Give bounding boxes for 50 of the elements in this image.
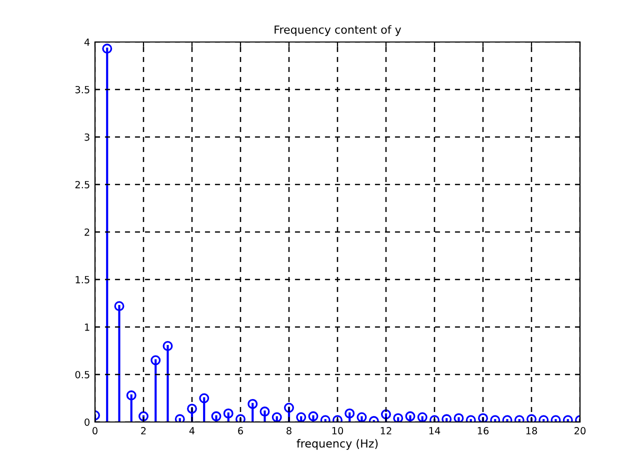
point: [187, 404, 197, 414]
point: [356, 412, 367, 422]
x-tick-label: 16: [478, 427, 489, 434]
x-tick-label: 10: [332, 427, 344, 434]
y-tick-label: 1.5: [76, 276, 90, 284]
y-tick-label: 2.5: [75, 180, 90, 188]
point: [114, 301, 124, 312]
point: [150, 355, 161, 366]
x-axis-title: frequency (Hz): [296, 439, 378, 450]
y-tick-label: 0: [84, 418, 90, 426]
chart-title: Frequency content of y: [274, 25, 402, 36]
point: [102, 44, 112, 54]
point: [417, 412, 428, 422]
point: [526, 414, 536, 422]
y-tick-label: 2: [84, 228, 90, 236]
y-tick-label: 1: [85, 324, 90, 331]
x-tick-label: 20: [574, 427, 586, 434]
point: [405, 411, 416, 422]
y-tick-label: 3.5: [75, 86, 90, 94]
y-tick-label: 0.5: [75, 370, 90, 378]
point: [454, 413, 464, 422]
y-tick-label: 4: [84, 38, 90, 46]
point: [442, 414, 452, 422]
point: [174, 414, 185, 422]
point: [126, 390, 136, 400]
x-tick-label: 14: [429, 427, 440, 434]
point: [138, 411, 148, 422]
point: [211, 411, 222, 422]
point: [308, 411, 318, 422]
point: [199, 393, 210, 404]
point: [478, 413, 488, 422]
point: [284, 402, 294, 413]
point: [381, 409, 391, 420]
x-tick-label: 0: [92, 427, 98, 434]
point: [248, 398, 258, 409]
point: [272, 412, 282, 422]
point: [162, 341, 173, 351]
point: [236, 414, 246, 422]
x-tick-label: 6: [238, 427, 243, 434]
y-tick-label: 3: [84, 133, 90, 141]
point: [296, 412, 306, 422]
point: [260, 406, 270, 417]
x-tick-label: 2: [141, 427, 146, 434]
x-tick-label: 12: [380, 427, 392, 434]
point: [223, 408, 234, 418]
point: [393, 413, 404, 422]
x-tick-label: 18: [526, 427, 538, 434]
point: [344, 408, 355, 418]
x-tick-label: 4: [189, 427, 195, 434]
x-tick-label: 8: [286, 427, 292, 434]
